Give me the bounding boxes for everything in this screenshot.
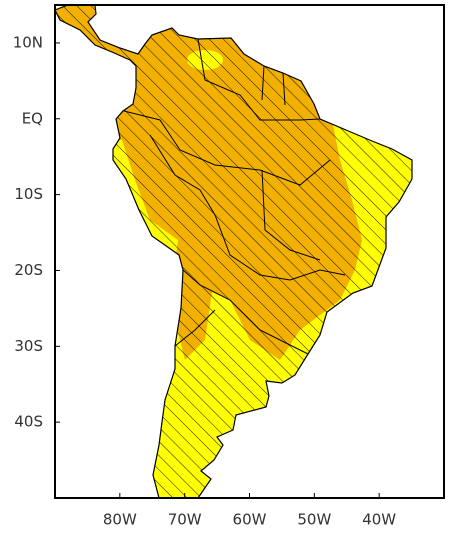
lat-tick-label: 40S: [14, 413, 43, 431]
lat-tick-label: 30S: [14, 337, 43, 355]
lon-tick-label: 60W: [233, 511, 267, 529]
lat-tick-label: 10S: [14, 185, 43, 203]
lat-tick-label: 20S: [14, 261, 43, 279]
lon-tick-label: 50W: [297, 511, 331, 529]
lon-tick-label: 80W: [103, 511, 137, 529]
lon-tick-label: 40W: [362, 511, 396, 529]
hatching: [55, 5, 412, 498]
lon-tick-label: 70W: [168, 511, 202, 529]
lat-tick-label: EQ: [22, 109, 43, 127]
lat-tick-label: 10N: [13, 33, 43, 51]
axis-ticks: 10N EQ 10S 20S 30S 40S 80W 70W 60W 50W 40W: [13, 33, 397, 528]
map-area: [55, 5, 413, 498]
borders: [119, 38, 346, 355]
